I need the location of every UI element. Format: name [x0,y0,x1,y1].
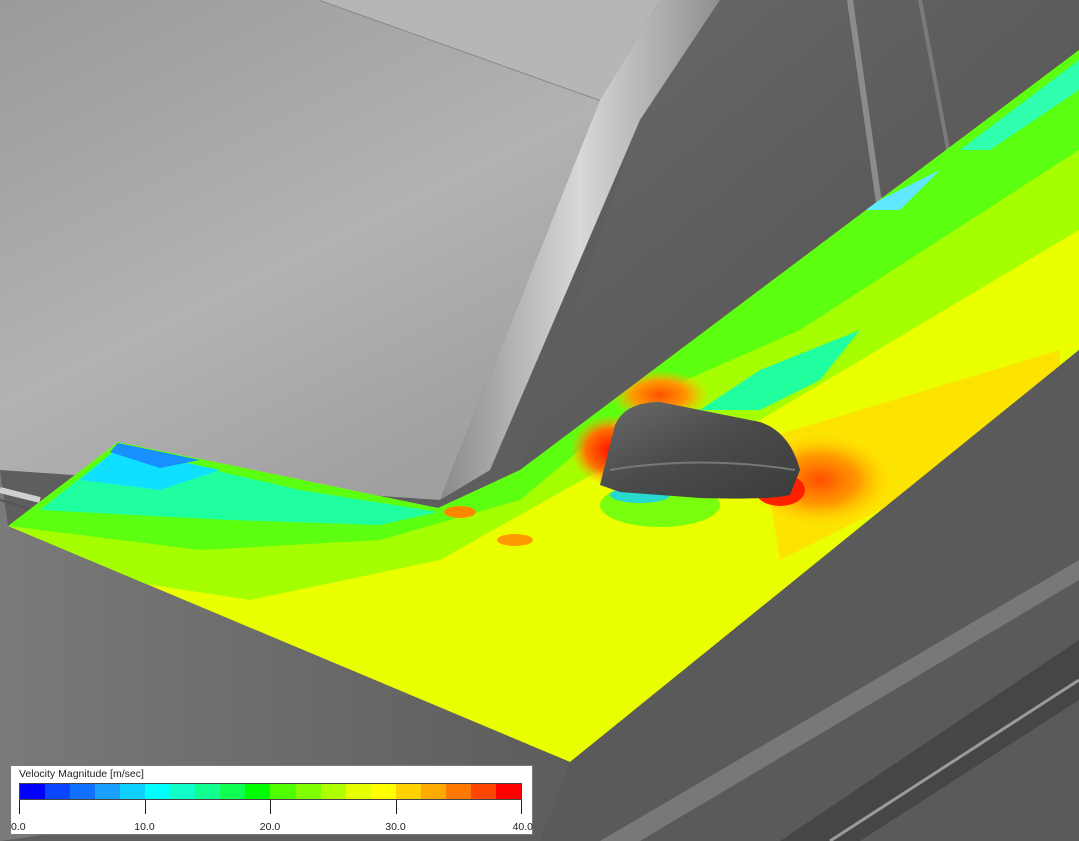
legend-swatch [370,784,396,799]
legend-swatch [70,784,96,799]
legend-swatch [270,784,296,799]
legend-swatch [145,784,171,799]
legend-swatch [495,784,521,799]
legend-swatch [470,784,496,799]
legend-swatch [395,784,421,799]
legend-swatch [320,784,346,799]
legend-swatch [345,784,371,799]
legend-tick-label: 40.0 [512,821,533,833]
legend-color-bar [19,783,522,800]
legend-swatch [295,784,321,799]
legend-swatch [420,784,446,799]
legend-tick-label: 0.0 [11,821,26,833]
legend-title: Velocity Magnitude [m/sec] [19,768,144,780]
legend-swatch [220,784,246,799]
legend-tick-label: 20.0 [259,821,281,833]
legend-swatch [120,784,146,799]
legend-tick [144,800,146,814]
velocity-contour-plane [8,50,1079,762]
legend-swatch [45,784,71,799]
legend-swatch [20,784,46,799]
legend-swatch [195,784,221,799]
legend-swatch [95,784,121,799]
legend-tick-label: 10.0 [134,821,155,833]
legend-tick [270,800,271,814]
legend-tick [19,800,20,814]
legend-swatch [170,784,196,799]
legend-swatch [445,784,471,799]
legend-tick [521,800,522,814]
legend-swatch [245,784,271,799]
legend-tick [395,800,397,814]
legend-tick-label: 30.0 [385,821,406,833]
side-mirror [600,402,800,499]
color-legend: Velocity Magnitude [m/sec] 0.0 10.0 20.0 30… [10,765,533,835]
